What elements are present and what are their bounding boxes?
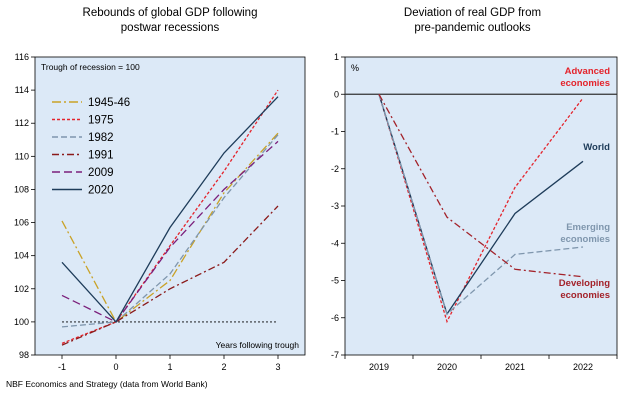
chart1-x-axis-label: Years following trough [216,340,300,350]
legend-label-1991: 1991 [88,150,114,162]
series-line-1982 [61,134,279,328]
x-tick-label: 2022 [573,362,593,372]
y-tick-label: -5 [331,276,339,286]
x-tick-label: 2020 [437,362,457,372]
legend-label-2009: 2009 [88,167,114,179]
y-tick-label: 108 [14,184,29,194]
series-line-2009 [61,140,279,323]
series-line-1991 [61,205,279,346]
y-tick-label: 116 [15,52,29,62]
x-tick-label: 2 [221,362,226,372]
x-tick-label: 2021 [505,362,525,372]
y-tick-label: 104 [14,251,29,261]
x-tick-label: 2019 [369,362,389,372]
series-label-World: World [583,142,610,153]
y-tick-label: -2 [331,164,339,174]
y-tick-label: -6 [331,313,339,323]
plot-area [34,56,306,356]
y-tick-label: 100 [14,317,29,327]
plot-area [344,56,618,356]
series-label-Developing economies: economies [560,290,610,301]
y-tick-label: 98 [19,350,29,360]
chart2-title-line1: Deviation of real GDP from [403,7,542,19]
legend-label-1982: 1982 [88,132,114,144]
series-label-Advanced economies: economies [560,78,610,89]
chart2-title-line2: pre-pandemic outlooks [414,22,531,34]
series-label-Developing economies: Developing [559,278,610,289]
series-label-Emerging economies: economies [560,234,610,245]
y-tick-label: 110 [15,151,29,161]
chart1-title: Rebounds of global GDP following postwar… [40,6,300,36]
x-tick-label: 3 [275,362,280,372]
y-tick-label: -7 [331,350,339,360]
legend-label-2020: 2020 [88,185,114,197]
legend-label-1945-46: 1945-46 [88,97,130,109]
series-line-Developing economies [378,93,584,278]
series-line-Emerging economies [378,94,584,316]
y-tick-label: 102 [14,284,29,294]
x-tick-label: 1 [167,362,172,372]
chart1-title-line2: postwar recessions [120,22,220,34]
x-tick-label: 0 [113,362,118,372]
chart2-title: Deviation of real GDP from pre-pandemic … [340,6,605,36]
y-tick-label: 112 [15,118,29,128]
x-tick-label: -1 [58,362,66,372]
y-tick-label: 0 [334,89,339,99]
y-tick-label: -4 [331,238,339,248]
y-tick-label: -1 [331,127,339,137]
source-note: NBF Economics and Strategy (data from Wo… [6,379,208,389]
series-label-Emerging economies: Emerging [566,222,610,233]
chart1-annotation: Trough of recession = 100 [41,62,140,72]
y-tick-label: 106 [14,218,29,228]
y-tick-label: 1 [334,52,339,62]
y-tick-label: 114 [15,85,29,95]
y-tick-label: -3 [331,201,339,211]
series-line-Advanced economies [378,94,584,324]
chart1-title-line1: Rebounds of global GDP following [82,7,258,19]
series-line-1975 [61,89,279,345]
series-line-World [378,94,584,316]
legend-label-1975: 1975 [88,115,114,127]
series-label-Advanced economies: Advanced [565,66,611,77]
series-line-2020 [61,96,279,324]
chart2-y-unit-label: % [351,63,359,73]
